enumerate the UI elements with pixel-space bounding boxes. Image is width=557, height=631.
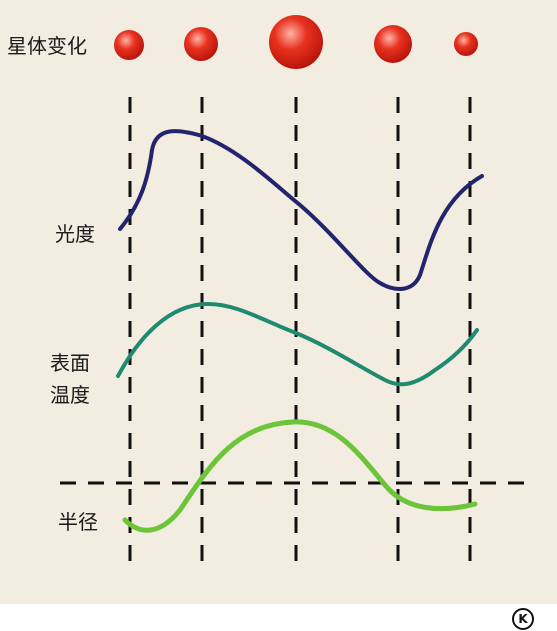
publisher-badge-icon: K — [512, 608, 534, 630]
diagram-panel — [0, 0, 557, 604]
star-phase-5 — [454, 32, 478, 56]
star-evolution-diagram — [60, 15, 535, 570]
star-phase-1 — [114, 30, 144, 60]
star-phase-3 — [269, 15, 323, 69]
brightness-curve — [118, 129, 484, 291]
surface-temperature-label-line2: 温度 — [50, 383, 90, 407]
surface-temperature-curve — [116, 301, 479, 387]
star-phase-2 — [184, 27, 218, 61]
surface-temperature-label-line1: 表面 — [50, 351, 90, 375]
radius-label: 半径 — [58, 510, 98, 534]
radius-curve — [122, 419, 478, 533]
star-phase-4 — [374, 25, 412, 63]
brightness-label: 光度 — [55, 222, 95, 246]
title-label: 星体变化 — [7, 34, 87, 58]
